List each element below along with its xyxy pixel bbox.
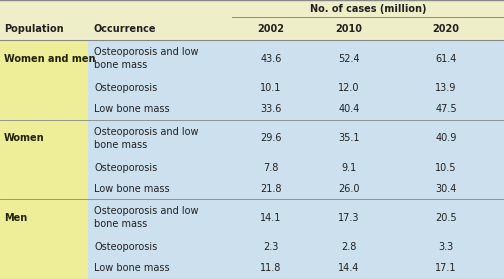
- Text: Women and men: Women and men: [4, 54, 96, 64]
- Text: 40.4: 40.4: [338, 104, 360, 114]
- Text: Women: Women: [4, 133, 45, 143]
- Text: Low bone mass: Low bone mass: [94, 263, 170, 273]
- Text: 13.9: 13.9: [435, 83, 457, 93]
- Text: Population: Population: [4, 24, 64, 34]
- Bar: [0, 40, 504, 279]
- Text: 30.4: 30.4: [435, 184, 457, 194]
- Text: 10.5: 10.5: [435, 163, 457, 173]
- Text: 33.6: 33.6: [260, 104, 282, 114]
- Text: 26.0: 26.0: [338, 184, 360, 194]
- Text: Osteoporosis and low
bone mass: Osteoporosis and low bone mass: [94, 127, 199, 150]
- Text: Low bone mass: Low bone mass: [94, 184, 170, 194]
- Text: Osteoporosis and low
bone mass: Osteoporosis and low bone mass: [94, 206, 199, 229]
- Text: 12.0: 12.0: [338, 83, 360, 93]
- Text: 3.3: 3.3: [438, 242, 454, 252]
- Text: 52.4: 52.4: [338, 54, 360, 64]
- Text: 9.1: 9.1: [341, 163, 357, 173]
- Text: Osteoporosis and low
bone mass: Osteoporosis and low bone mass: [94, 47, 199, 70]
- Text: Low bone mass: Low bone mass: [94, 104, 170, 114]
- Bar: [0, 40, 88, 279]
- Text: No. of cases (million): No. of cases (million): [309, 4, 426, 14]
- Text: 17.3: 17.3: [338, 213, 360, 223]
- Text: 7.8: 7.8: [263, 163, 279, 173]
- Text: 2010: 2010: [336, 24, 362, 34]
- Text: 11.8: 11.8: [260, 263, 282, 273]
- Text: 21.8: 21.8: [260, 184, 282, 194]
- Text: 29.6: 29.6: [260, 133, 282, 143]
- Text: Osteoporosis: Osteoporosis: [94, 163, 157, 173]
- Text: 14.1: 14.1: [260, 213, 282, 223]
- Bar: [0, 0, 504, 40]
- Text: Osteoporosis: Osteoporosis: [94, 83, 157, 93]
- Text: Osteoporosis: Osteoporosis: [94, 242, 157, 252]
- Text: 2.8: 2.8: [341, 242, 357, 252]
- Text: 10.1: 10.1: [260, 83, 282, 93]
- Text: 14.4: 14.4: [338, 263, 360, 273]
- Text: 61.4: 61.4: [435, 54, 457, 64]
- Text: 2.3: 2.3: [263, 242, 279, 252]
- Text: 35.1: 35.1: [338, 133, 360, 143]
- Text: 17.1: 17.1: [435, 263, 457, 273]
- Text: 20.5: 20.5: [435, 213, 457, 223]
- Text: 47.5: 47.5: [435, 104, 457, 114]
- Text: 40.9: 40.9: [435, 133, 457, 143]
- Text: Men: Men: [4, 213, 27, 223]
- Text: 43.6: 43.6: [260, 54, 282, 64]
- Text: Occurrence: Occurrence: [93, 24, 156, 34]
- Text: 2020: 2020: [432, 24, 460, 34]
- Text: 2002: 2002: [258, 24, 284, 34]
